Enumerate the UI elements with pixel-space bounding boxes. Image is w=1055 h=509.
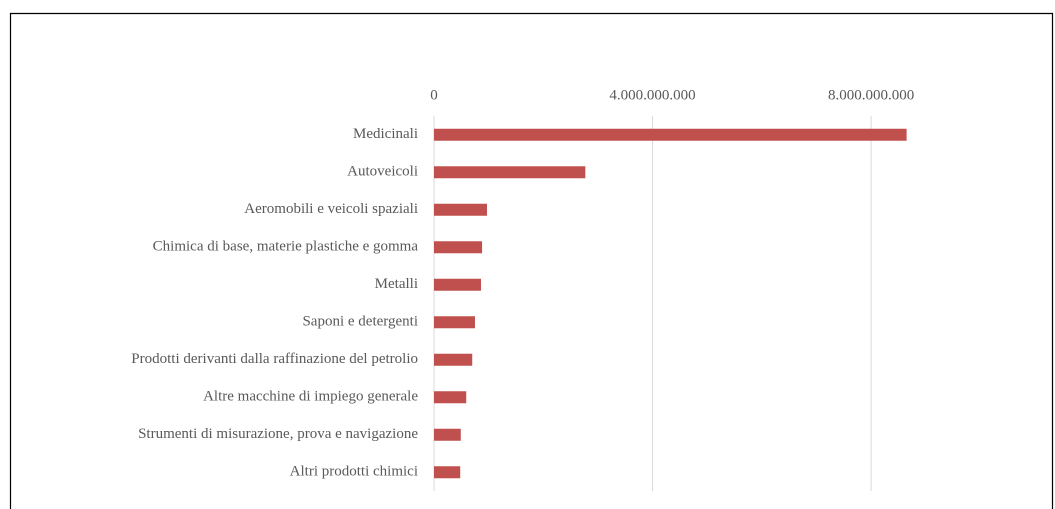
bar — [434, 128, 907, 141]
y-tick-label: Medicinali — [353, 126, 418, 142]
bar — [434, 316, 475, 329]
bar — [434, 241, 483, 254]
x-tick-label: 8.000.000.000 — [828, 87, 914, 103]
y-tick-label: Saponi e detergenti — [302, 314, 418, 330]
chart-border — [9, 12, 1054, 509]
y-tick-label: Aeromobili e veicoli spaziali — [244, 201, 418, 217]
y-tick-label: Metalli — [375, 276, 418, 292]
y-tick-label: Strumenti di misurazione, prova e naviga… — [138, 426, 418, 442]
bar — [434, 466, 461, 479]
y-tick-label: Altre macchine di impiego generale — [203, 389, 418, 405]
bar — [434, 203, 487, 216]
bar — [434, 428, 461, 441]
bar — [434, 278, 481, 291]
bar — [434, 353, 473, 366]
bar — [434, 166, 586, 179]
y-tick-label: Autoveicoli — [347, 164, 418, 180]
y-tick-label: Prodotti derivanti dalla raffinazione de… — [131, 351, 418, 367]
x-tick-label: 4.000.000.000 — [609, 87, 695, 103]
x-tick-label: 0 — [430, 87, 438, 103]
bar — [434, 391, 467, 404]
y-tick-label: Chimica di base, materie plastiche e gom… — [153, 239, 419, 255]
y-tick-label: Altri prodotti chimici — [290, 464, 418, 480]
